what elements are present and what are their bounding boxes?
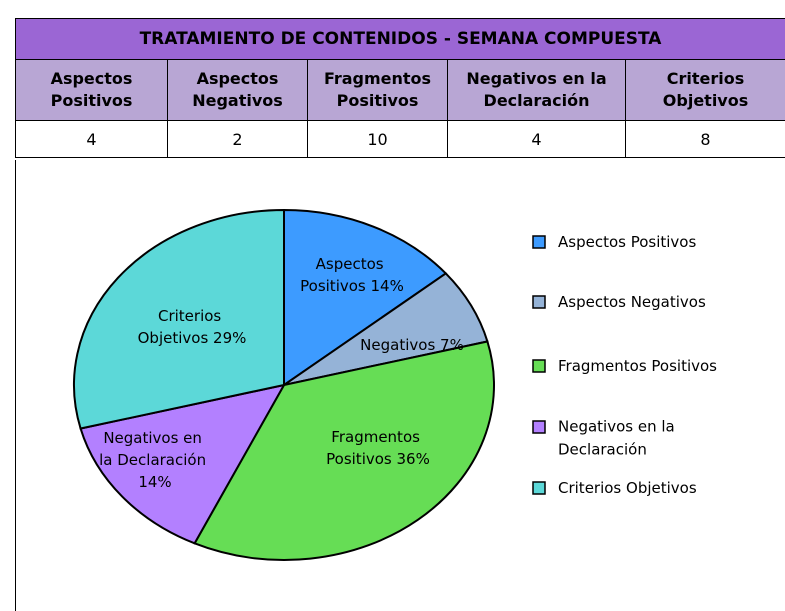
value-cell: 8: [624, 120, 785, 158]
data-label: Negativos en la Declaración 14%: [99, 429, 211, 491]
text-line: Objetivos 29%: [138, 329, 247, 347]
pie-slice: [79, 383, 286, 545]
pie-slice: [193, 340, 495, 561]
value-cell: 4: [15, 120, 168, 158]
header-cell: Aspectos Negativos: [167, 59, 308, 121]
value-cell: 10: [307, 120, 448, 158]
legend-label: Criterios Objetivos: [558, 479, 697, 497]
header-cell: Criterios Objetivos: [624, 59, 785, 121]
legend-swatch: [532, 359, 546, 373]
legend-swatch: [532, 420, 546, 434]
text-line: Aspectos Positivos: [558, 233, 696, 251]
text-line: Declaración: [558, 440, 647, 458]
text-line: 14%: [138, 473, 171, 491]
text-line: Criterios: [158, 307, 226, 325]
data-label: Negativos 7%: [360, 336, 464, 354]
legend-label: Aspectos Negativos: [558, 293, 706, 311]
text-line: Aspectos Negativos: [558, 293, 706, 311]
text-line: Fragmentos: [331, 428, 424, 446]
text-line: Aspectos: [316, 255, 389, 273]
legend-label: Aspectos Positivos: [558, 233, 696, 251]
text-line: Negativos en: [103, 429, 206, 447]
text-line: Positivos 36%: [326, 450, 430, 468]
text-line: Fragmentos Positivos: [558, 357, 717, 375]
summary-table: TRATAMIENTO DE CONTENIDOS - SEMANA COMPU…: [14, 18, 785, 158]
legend-swatch: [532, 481, 546, 495]
legend-label: Negativos en la Declaración: [558, 417, 679, 458]
table-title: TRATAMIENTO DE CONTENIDOS - SEMANA COMPU…: [14, 18, 785, 60]
data-label: Criterios Objetivos 29%: [138, 307, 247, 347]
chart-border: [15, 160, 16, 611]
data-label: Fragmentos Positivos 36%: [326, 428, 430, 468]
text-line: la Declaración: [99, 451, 211, 469]
pie-slice: [73, 208, 285, 430]
value-cell: 2: [167, 120, 308, 158]
text-line: Positivos 14%: [300, 277, 404, 295]
text-line: Negativos en la: [558, 417, 679, 435]
legend-swatch: [532, 235, 546, 249]
header-cell: Fragmentos Positivos: [307, 59, 448, 121]
data-label: Aspectos Positivos 14%: [300, 255, 404, 295]
pie-slice: [283, 208, 448, 387]
text-line: Negativos 7%: [360, 336, 464, 354]
text-line: Criterios Objetivos: [558, 479, 697, 497]
value-cell: 4: [447, 120, 626, 158]
legend-label: Fragmentos Positivos: [558, 357, 717, 375]
legend-swatch: [532, 295, 546, 309]
